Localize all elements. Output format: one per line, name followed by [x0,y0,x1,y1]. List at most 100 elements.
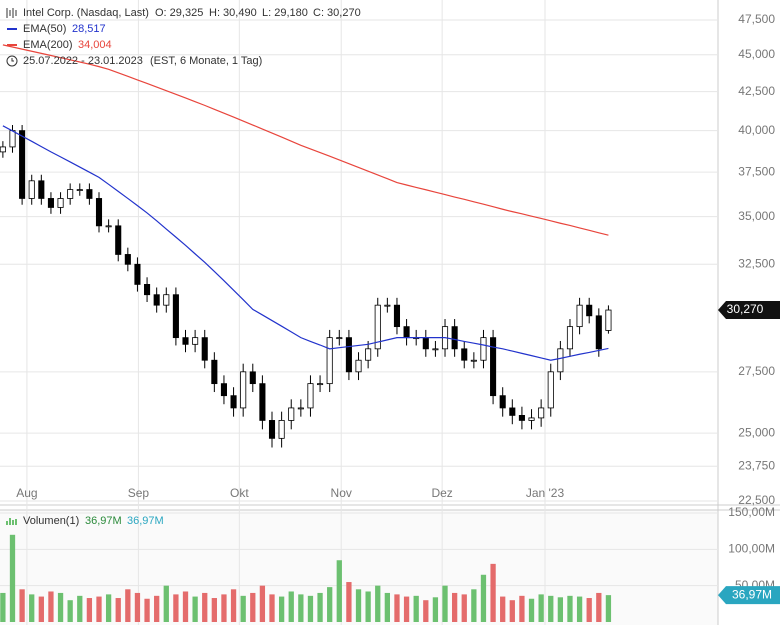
candle-body [528,417,535,421]
volume-bar [163,585,169,622]
volume-bar [19,589,25,622]
candle-body [586,304,593,317]
clock-icon [6,55,18,67]
y-tick-label: 45,000 [738,47,775,61]
candle-body [374,304,381,350]
open: O: 29,325 [155,7,203,19]
candle-body [509,407,516,416]
legend-value: 28,517 [72,23,106,35]
volume-bar [605,595,612,622]
y-tick-label: 40,000 [738,123,775,137]
y-tick-label: 100,00M [728,542,775,556]
volume-bar [500,596,506,622]
candle-body [403,326,410,339]
volume-bar [442,585,448,622]
ema-line [2,125,609,361]
close: C: 30,270 [313,7,361,19]
volume-bar [77,595,83,622]
volume-bar [0,592,6,622]
candle-body [538,407,545,419]
volume-bar [423,600,429,622]
candle-body [28,180,35,199]
volume-bar [451,592,458,622]
low: L: 29,180 [262,7,308,19]
legend-value: 34,004 [78,39,112,51]
candle-body [115,225,122,255]
volume-bar [403,596,410,622]
high: H: 30,490 [209,7,257,19]
candle-body [182,337,189,345]
candle-body [384,304,391,307]
candle-body [220,383,227,397]
candle-body [192,337,199,345]
candle-body [432,348,439,351]
volume-bar [538,594,544,622]
volume-bar [384,592,390,622]
candle-body [0,146,6,153]
volume-bar [115,598,121,622]
candle-body [19,130,26,199]
volume-bar [365,591,371,622]
candle-body [95,198,103,227]
price-tag [718,301,780,320]
candle-body [9,130,16,148]
volume-bar [519,595,525,622]
candle-body [105,225,112,228]
candle-body [345,337,352,373]
legend-label: EMA(200) [23,39,73,51]
volume-tag-label: 36,97M [732,587,772,601]
candle-body [422,337,429,350]
volume-bar [9,534,16,622]
candle-body [249,371,256,385]
candle-body [499,395,506,409]
candle-body [393,304,401,328]
candle-body [461,348,468,361]
x-tick-label: Nov [331,486,352,500]
volume-bar [250,592,256,622]
candle-body [451,326,458,350]
candle-body [326,337,333,385]
volume-bar [586,598,592,622]
candle-body [57,198,64,208]
volume-bar [182,591,189,622]
icon [6,8,17,18]
candle-body [547,371,554,409]
x-tick-label: Dez [431,486,452,500]
volume-bar [38,596,44,622]
volume-icon [6,518,17,525]
volume-bar [432,597,439,622]
volume-bar [288,591,294,622]
x-tick-label: Okt [230,486,249,500]
candle-body [259,383,266,421]
volume-bar [471,589,477,622]
candle-body [172,294,179,339]
candle-body [47,198,54,208]
volume-bar [596,592,602,622]
volume-bar [48,591,54,622]
candle-body [595,315,602,350]
y-tick-label: 35,000 [738,209,775,223]
volume-bar [230,589,237,622]
x-tick-label: Sep [128,486,150,500]
candle-body [144,284,151,296]
y-tick-label: 27,500 [738,364,775,378]
price-panel [0,0,718,505]
volume-bar [269,594,275,622]
y-tick-label: 23,750 [738,458,775,472]
y-tick-label: 37,500 [738,164,775,178]
volume-bar [173,594,179,622]
volume-bar [509,600,515,622]
candle-body [336,337,343,340]
clock-icon [11,58,14,62]
volume-bar [125,589,131,622]
volume-bar [259,585,266,622]
volume-tag [718,586,780,605]
ema-line [2,44,609,236]
candle-body [288,407,295,421]
volume-bar [29,594,35,622]
volume-bar [202,592,208,622]
volume-bar [144,598,150,622]
volume-bar [96,596,102,622]
volume-bar [221,594,227,622]
candle-body [605,309,612,331]
